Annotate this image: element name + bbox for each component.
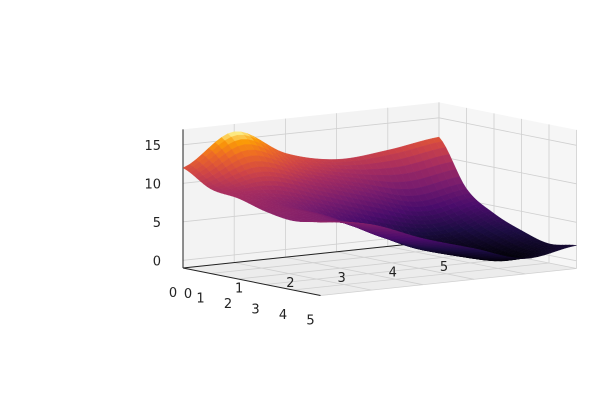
x-tick-label: 3 [251,303,259,318]
y-tick-label: 5 [440,260,448,275]
y-tick-label: 0 [184,287,192,302]
grid-line-y [387,246,526,275]
z-tick-label: 15 [144,139,161,154]
grid-line-y [285,256,423,286]
y-tick-label: 3 [337,271,345,286]
z-tick-label: 10 [144,177,161,192]
surface-mesh [182,131,577,262]
z-tick-label: 5 [153,216,161,231]
grid-line-x [237,251,495,280]
x-tick-label: 1 [196,292,204,307]
grid-line-z [438,117,577,146]
grid-line-x [265,257,522,285]
x-tick-label: 2 [224,297,232,312]
y-tick-label: 4 [389,265,397,280]
grid-lines [182,102,577,296]
y-tick-label: 1 [235,282,243,297]
grid-line-x [292,262,550,291]
grid-line-z [438,155,577,185]
y-axis-line [182,240,440,269]
grid-line-x [210,246,467,274]
x-axis-line [182,267,321,296]
x-tick-label: 4 [279,308,287,323]
z-tick-label: 0 [153,254,161,269]
grid-line-y [336,251,475,280]
grid-line-y [234,262,372,291]
x-tick-label: 0 [169,286,177,301]
grid-line-x [320,268,577,296]
y-tick-label: 2 [286,276,294,291]
x-tick-label: 5 [306,314,314,329]
